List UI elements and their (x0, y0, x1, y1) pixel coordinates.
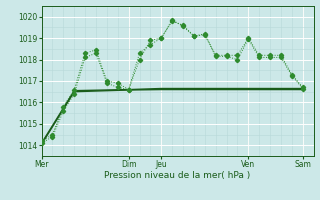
X-axis label: Pression niveau de la mer( hPa ): Pression niveau de la mer( hPa ) (104, 171, 251, 180)
